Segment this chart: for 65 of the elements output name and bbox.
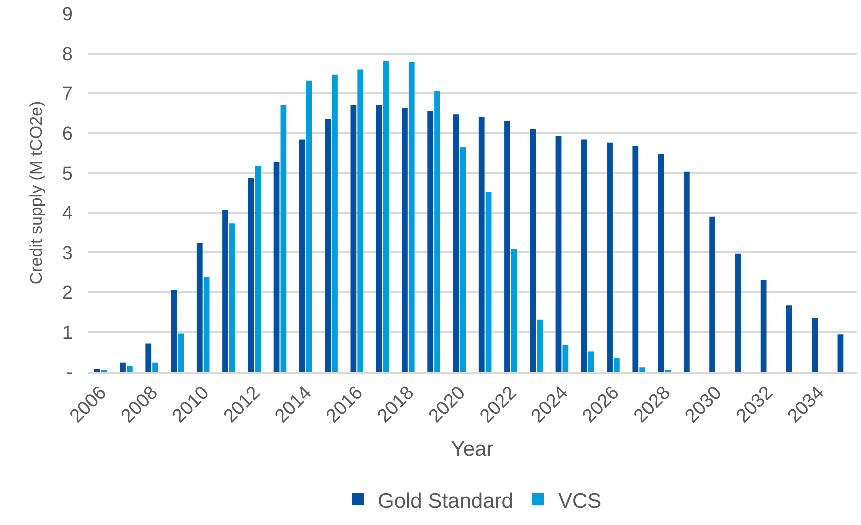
bar <box>735 254 742 372</box>
bar <box>640 368 646 372</box>
bar <box>171 290 178 372</box>
bar <box>434 91 440 372</box>
bar <box>383 60 390 372</box>
bar <box>588 352 594 372</box>
bar <box>684 172 690 372</box>
bar <box>222 210 228 372</box>
bar <box>710 216 716 372</box>
bar <box>486 192 492 372</box>
bar <box>614 358 620 372</box>
bar <box>350 105 357 372</box>
bar <box>504 121 510 372</box>
bar <box>428 111 434 372</box>
bar <box>460 147 466 372</box>
bar <box>402 108 408 372</box>
bar <box>126 366 133 372</box>
bar <box>120 362 126 372</box>
bar <box>562 344 569 372</box>
bar <box>274 162 280 372</box>
y-tick-label: 2 <box>62 283 73 304</box>
bar <box>607 142 613 372</box>
bar <box>478 117 485 372</box>
bar <box>230 224 236 372</box>
bar <box>632 146 639 372</box>
bar <box>358 70 364 372</box>
x-axis-title: Year <box>451 438 494 462</box>
y-tick-label: 5 <box>62 164 73 185</box>
y-tick-label: 6 <box>62 124 73 145</box>
y-tick-label: - <box>66 362 73 384</box>
bar <box>838 334 844 372</box>
bar <box>511 249 518 372</box>
legend-label: VCS <box>558 490 602 513</box>
legend-label: Gold Standard <box>378 490 514 513</box>
bar <box>94 369 100 372</box>
bar <box>255 166 262 372</box>
bar <box>581 140 588 372</box>
bar <box>786 306 792 372</box>
bar <box>325 119 331 372</box>
bar <box>556 136 562 372</box>
bar <box>299 140 306 372</box>
bar <box>178 334 184 372</box>
y-tick-label: 8 <box>62 44 73 66</box>
bar <box>204 277 210 372</box>
bar <box>146 344 152 372</box>
bar <box>280 105 287 372</box>
bar <box>196 244 203 372</box>
bar <box>376 105 382 372</box>
y-tick-label: 9 <box>62 4 73 26</box>
bar <box>812 318 818 372</box>
y-tick-label: 3 <box>62 243 73 264</box>
bar <box>306 80 312 372</box>
bar <box>248 178 254 372</box>
bar <box>453 114 460 372</box>
bar <box>408 62 415 372</box>
bar <box>530 129 536 372</box>
bar <box>537 320 543 372</box>
y-axis-title: Credit supply (M tCO2e) <box>26 101 46 285</box>
bar <box>760 280 767 372</box>
y-tick-label: 7 <box>62 84 73 106</box>
bar <box>332 74 338 372</box>
y-tick-label: 1 <box>62 322 73 344</box>
bar <box>658 154 664 372</box>
y-tick-label: 4 <box>62 204 74 225</box>
bar <box>152 362 158 372</box>
